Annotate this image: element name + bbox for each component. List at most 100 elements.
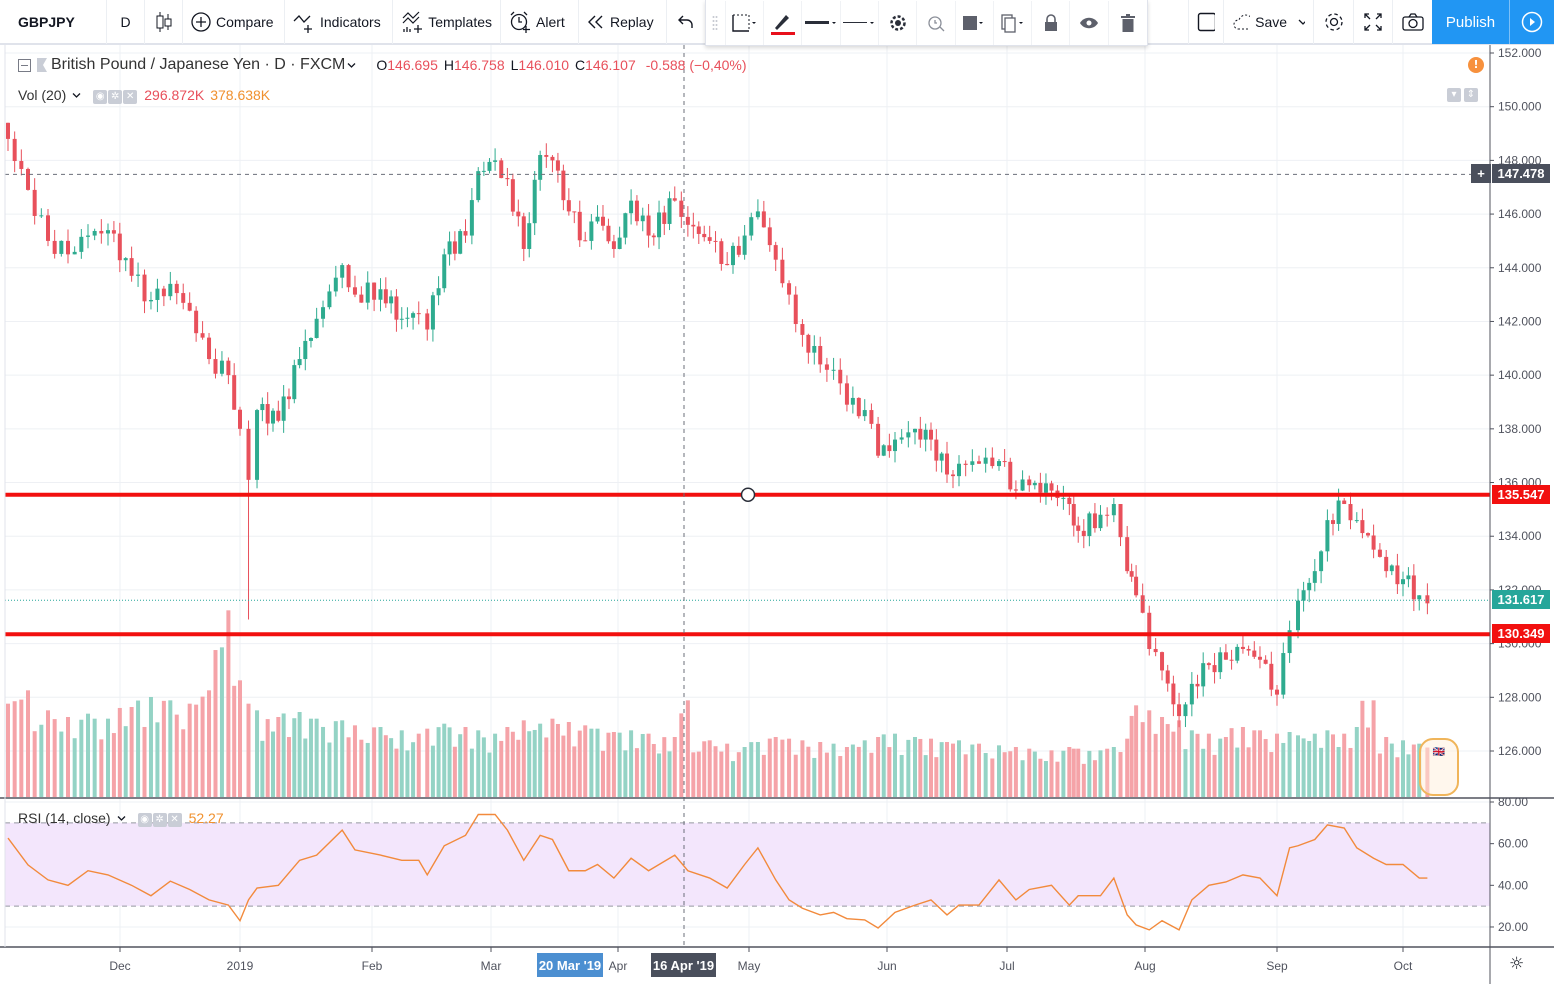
volume-bar — [990, 758, 995, 797]
indicators-button[interactable]: Indicators — [285, 0, 393, 44]
candle — [1201, 663, 1206, 687]
close-icon[interactable]: ✕ — [123, 90, 138, 104]
gear-icon[interactable]: ✲ — [108, 90, 123, 104]
select-rect-button[interactable] — [726, 0, 764, 45]
maximize-pane-icon[interactable]: ⇕ — [1464, 88, 1478, 102]
brush-color-button[interactable] — [764, 0, 803, 45]
volume-bar — [1032, 751, 1037, 797]
trash-icon — [1120, 13, 1135, 32]
volume-bar — [1257, 730, 1262, 797]
volume-bar — [970, 744, 975, 797]
alert-button[interactable]: Alert — [501, 0, 579, 44]
screenshot-button[interactable] — [1393, 0, 1432, 44]
collapse-pane-icon[interactable]: ▾ — [1447, 88, 1461, 102]
candle — [333, 277, 338, 292]
eye-icon[interactable]: ◉ — [137, 813, 152, 827]
line-width-button[interactable] — [802, 0, 841, 45]
symbol-title[interactable]: British Pound / Japanese Yen · D · FXCM — [51, 56, 346, 73]
candle — [881, 445, 886, 456]
volume-bar — [527, 731, 532, 797]
eye-icon — [1080, 17, 1099, 28]
candle — [476, 171, 481, 201]
chevron-down-icon — [1298, 19, 1305, 25]
candle — [1071, 504, 1076, 526]
drawing-settings-button[interactable] — [879, 0, 918, 45]
drag-handle[interactable] — [706, 0, 726, 45]
candle — [1229, 659, 1234, 661]
horizontal-levels[interactable] — [5, 45, 1490, 947]
volume-bar — [106, 718, 110, 797]
stream-button[interactable] — [1510, 0, 1554, 44]
chart-type-button[interactable] — [145, 0, 183, 44]
compare-button[interactable]: Compare — [183, 0, 285, 44]
volume-bar — [333, 721, 338, 797]
theme-toggle-icon[interactable]: ☼ — [1509, 954, 1525, 974]
candle — [844, 383, 849, 405]
delete-button[interactable] — [1109, 1, 1147, 45]
candle — [899, 437, 904, 440]
templates-button[interactable]: Templates — [393, 0, 501, 44]
warning-icon[interactable]: ! — [1468, 57, 1484, 73]
volume-bar — [1177, 720, 1182, 797]
rewind-icon — [588, 15, 603, 29]
candle — [990, 457, 995, 467]
volume-bar — [589, 728, 594, 797]
volume-bar — [26, 690, 30, 797]
volume-bar — [1212, 754, 1217, 797]
candle — [493, 160, 498, 162]
chevron-down-icon[interactable] — [347, 62, 356, 69]
eye-icon[interactable]: ◉ — [93, 90, 108, 104]
settings-button[interactable] — [1314, 0, 1354, 44]
rsi-legend: RSI (14, close) ◉ ✲ ✕ 52.27 — [18, 809, 224, 827]
crosshair-plus-icon[interactable]: + — [1471, 164, 1491, 183]
candle — [187, 302, 192, 311]
volume-bar — [1081, 763, 1086, 797]
candle — [1307, 582, 1312, 591]
rsi-pane — [7, 813, 1428, 931]
volume-bar — [181, 729, 186, 797]
volume-bar — [679, 713, 684, 797]
candle — [876, 423, 881, 456]
close-icon[interactable]: ✕ — [167, 813, 182, 827]
chevron-down-icon[interactable] — [72, 92, 81, 99]
clone-button[interactable] — [994, 0, 1033, 45]
undo-button[interactable] — [667, 0, 705, 44]
visibility-button[interactable] — [1070, 0, 1109, 45]
publish-button[interactable]: Publish — [1432, 0, 1510, 44]
interval-button[interactable]: D — [107, 0, 145, 44]
candle — [951, 474, 955, 477]
volume-bar — [314, 718, 319, 797]
candle — [1312, 571, 1317, 583]
gear-icon[interactable]: ✲ — [152, 813, 167, 827]
symbol-search[interactable]: GBPJPY — [0, 0, 107, 44]
collapse-icon[interactable] — [18, 58, 31, 72]
rsi-label[interactable]: RSI (14, close) — [18, 810, 111, 826]
candle — [1195, 683, 1200, 687]
candle — [148, 299, 153, 302]
high-value: 146.758 — [454, 57, 505, 73]
volume-label[interactable]: Vol (20) — [18, 87, 67, 103]
volume-bar — [458, 734, 463, 797]
fill-button[interactable] — [956, 0, 994, 45]
candle — [1384, 556, 1389, 572]
candle — [436, 288, 441, 296]
candle — [629, 200, 634, 214]
events-flag-icon[interactable]: 🇬🇧 — [1419, 738, 1459, 796]
candle — [1118, 504, 1123, 538]
symbol-label: GBPJPY — [18, 14, 75, 30]
candle — [352, 287, 357, 295]
line-style-button[interactable] — [841, 0, 879, 45]
candle — [1027, 479, 1032, 486]
volume-bar — [286, 737, 291, 797]
candle — [767, 227, 772, 246]
candle — [1223, 652, 1228, 660]
alert-on-drawing-button[interactable] — [917, 0, 956, 45]
candle — [226, 360, 231, 376]
fullscreen-button[interactable] — [1354, 0, 1393, 44]
lock-button[interactable] — [1032, 0, 1071, 45]
replay-button[interactable]: Replay — [579, 0, 667, 44]
save-button[interactable]: Save — [1224, 0, 1314, 44]
rectangle-toggle-button[interactable] — [1188, 0, 1224, 44]
chevron-down-icon[interactable] — [117, 815, 126, 822]
